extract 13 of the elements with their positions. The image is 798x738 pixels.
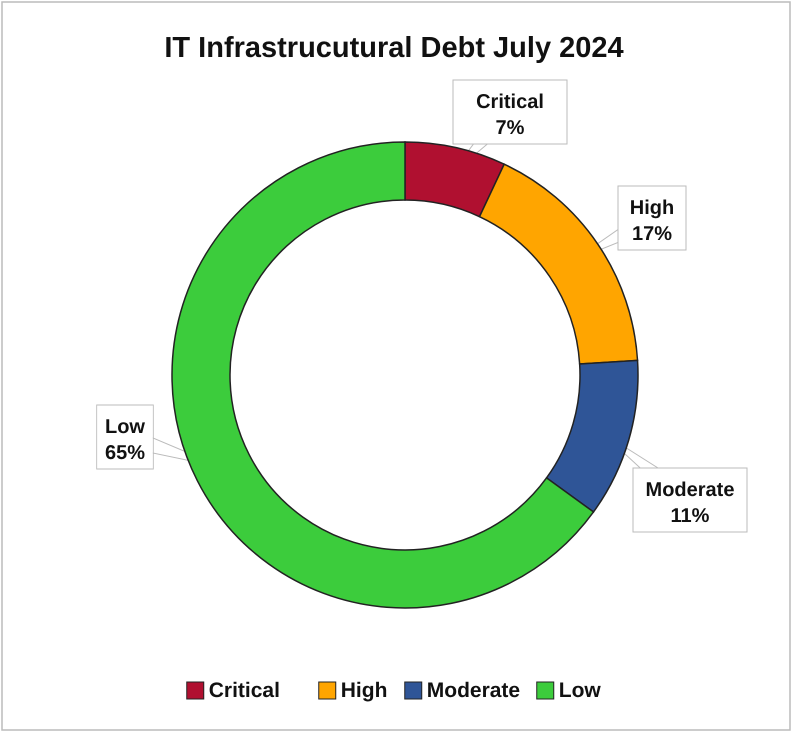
data-label: 11% (670, 505, 710, 527)
data-label: 17% (632, 223, 672, 245)
slice-label: Moderate (646, 479, 734, 501)
slice-label: High (630, 197, 674, 219)
legend-label: Moderate (426, 679, 520, 702)
data-label: 7% (496, 117, 525, 139)
data-label: 65% (104, 442, 146, 464)
slice-label: Critical (476, 91, 544, 113)
chart-title: IT Infrastrucutural Debt July 2024 (164, 32, 624, 64)
legend-label: Low (558, 679, 602, 702)
legend-label: Critical (208, 679, 280, 702)
legend-label: High (340, 679, 388, 702)
slice-label: Low (105, 416, 146, 438)
